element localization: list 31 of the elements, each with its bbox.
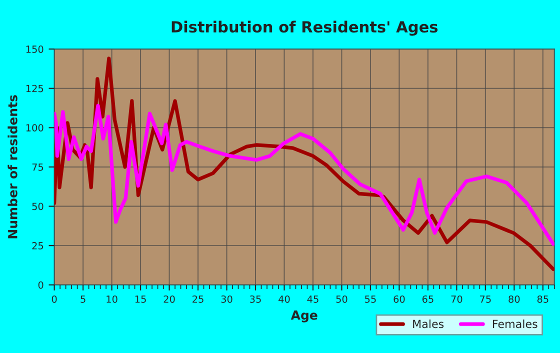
x-tick-label: 25 (192, 295, 204, 303)
x-tick-label: 5 (80, 296, 86, 303)
legend-label: Males (413, 320, 444, 328)
x-tick-label: 35 (250, 295, 261, 303)
y-axis-title: Number of residents (8, 95, 18, 238)
x-tick-label: 85 (537, 295, 548, 303)
x-tick-label: 45 (307, 296, 318, 303)
y-tick-label: 100 (26, 124, 44, 132)
x-axis-title: Age (290, 310, 318, 322)
x-tick-label: 40 (278, 295, 290, 303)
x-tick-label: 10 (106, 295, 118, 303)
x-tick-label: 65 (422, 295, 434, 303)
x-tick-label: 55 (365, 296, 376, 303)
x-tick-label: 70 (451, 295, 462, 303)
x-tick-label: 50 (336, 295, 348, 303)
x-tick-label: 60 (394, 295, 405, 303)
y-tick-label: 75 (32, 164, 44, 171)
x-tick-label: 80 (508, 295, 520, 303)
x-tick-label: 20 (164, 295, 175, 303)
legend-label: Females (492, 320, 538, 328)
chart-title: Distribution of Residents' Ages (172, 20, 438, 36)
y-tick-label: 150 (26, 46, 44, 53)
x-tick-label: 30 (221, 295, 232, 303)
y-tick-label: 125 (26, 84, 44, 92)
line-series (54, 104, 554, 246)
x-tick-label: 15 (135, 296, 146, 303)
y-tick-label: 0 (38, 281, 44, 289)
y-tick-label: 50 (32, 202, 44, 210)
y-tick-label: 25 (32, 242, 44, 250)
x-tick-label: 0 (52, 295, 57, 303)
x-tick-label: 75 (480, 296, 491, 303)
